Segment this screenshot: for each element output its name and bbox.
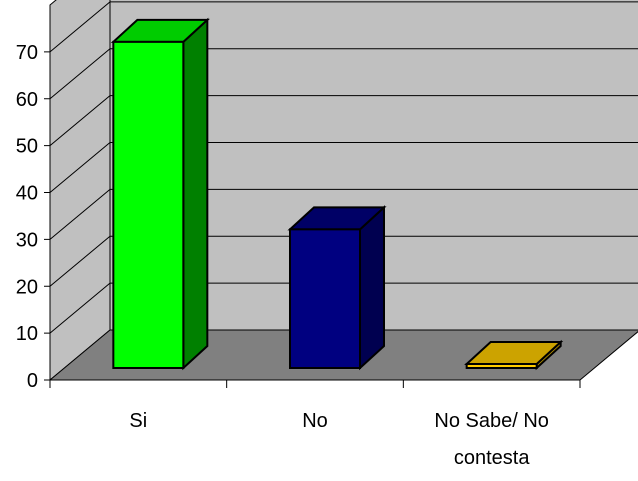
gridlines xyxy=(49,1,638,334)
y-tick-label: 70 xyxy=(16,42,38,64)
y-tick-label: 30 xyxy=(16,229,38,251)
x-category-label: Si xyxy=(129,410,147,432)
x-category-label: No Sabe/ No xyxy=(434,410,549,432)
y-tick-label: 40 xyxy=(16,183,38,205)
gridline xyxy=(49,235,638,287)
bar-side xyxy=(359,205,385,371)
gridline xyxy=(49,48,638,100)
bar-side xyxy=(182,17,209,371)
bar-front xyxy=(112,40,185,369)
y-tick-label: 10 xyxy=(16,323,38,345)
gridline xyxy=(49,188,638,240)
x-category-label: contesta xyxy=(454,447,530,469)
y-tick-label: 20 xyxy=(16,276,38,298)
side-wall xyxy=(49,0,111,382)
bar-2 xyxy=(287,205,387,371)
axes xyxy=(44,5,581,388)
bar-front xyxy=(465,363,538,369)
chart-walls xyxy=(49,0,638,382)
bar-3 xyxy=(464,339,564,371)
y-tick-label: 0 xyxy=(27,370,38,392)
gridline xyxy=(49,95,638,147)
axis-labels: 0 10 20 30 40 50 60 70 Si No No Sabe/ No contesta xyxy=(16,42,549,469)
gridline xyxy=(49,1,638,53)
gridline xyxy=(49,282,638,334)
bar-front xyxy=(289,228,361,369)
y-tick-label: 60 xyxy=(16,89,38,111)
bars xyxy=(110,17,564,371)
x-category-label: No xyxy=(302,410,328,432)
gridline xyxy=(49,142,638,193)
bar-1 xyxy=(110,17,210,371)
y-tick-label: 50 xyxy=(16,136,38,158)
